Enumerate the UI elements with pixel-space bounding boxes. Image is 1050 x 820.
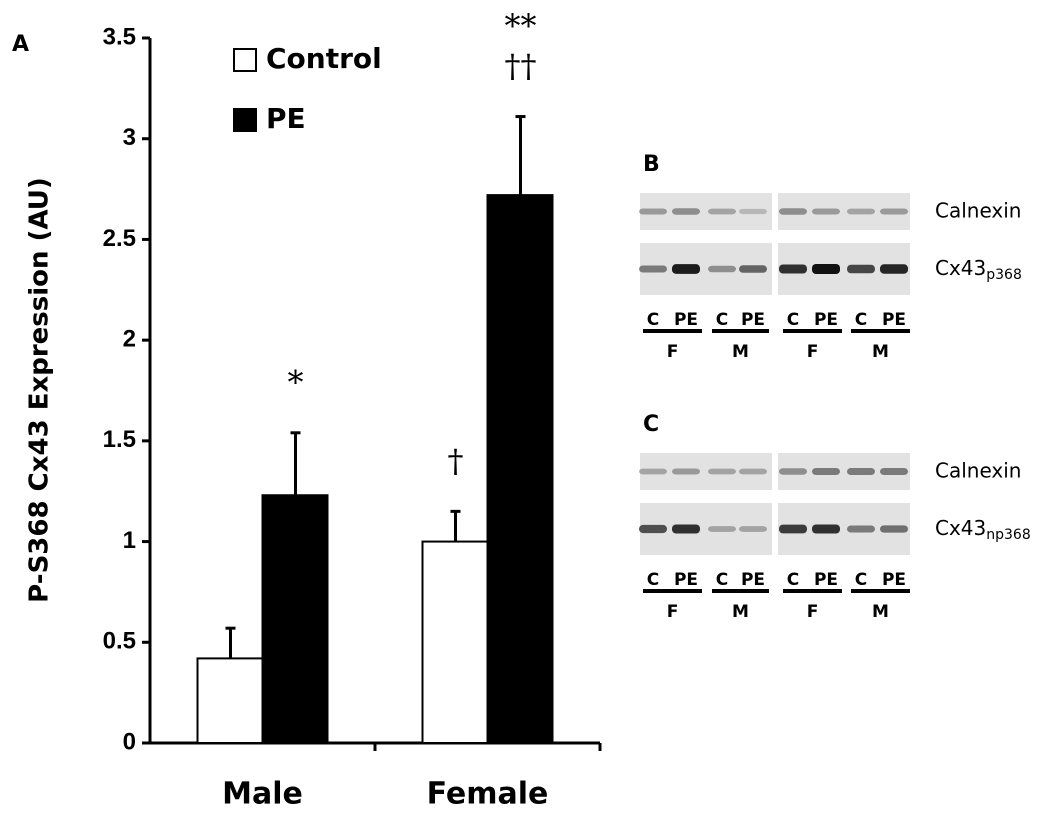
- lane-label: PE: [882, 310, 906, 330]
- significance-mark: *: [288, 363, 304, 401]
- panel-label: B: [643, 152, 660, 177]
- lane-label: C: [855, 570, 867, 590]
- lane-label: PE: [814, 570, 838, 590]
- lane-label: C: [716, 310, 728, 330]
- blot-band: [708, 526, 736, 532]
- blot-strip: [640, 193, 772, 230]
- blot-row-label: Cx43p368: [935, 256, 1022, 284]
- blot-band: [779, 264, 807, 274]
- blot-band: [779, 524, 807, 534]
- blot-row-label: Calnexin: [935, 458, 1021, 482]
- row-subscript: np368: [986, 527, 1030, 543]
- blot-band: [639, 265, 667, 273]
- blot-strip: [778, 193, 910, 230]
- blot-band: [880, 208, 908, 215]
- x-tick-label: Female: [427, 777, 549, 812]
- lane-label: C: [647, 570, 659, 590]
- blot-band: [639, 468, 667, 475]
- significance-mark: **: [505, 7, 537, 45]
- y-tick-label: 1: [123, 527, 136, 554]
- x-tick-label: Male: [222, 777, 303, 812]
- group-label: F: [807, 602, 819, 622]
- bar: [486, 194, 554, 745]
- blot-band: [847, 208, 875, 215]
- blot-band: [708, 265, 736, 273]
- row-name: Calnexin: [935, 458, 1021, 482]
- lane-label: PE: [814, 310, 838, 330]
- y-tick-label: 3: [123, 124, 136, 151]
- y-tick-label: 3.5: [103, 23, 136, 50]
- blot-band: [812, 264, 840, 274]
- group-label: M: [872, 602, 889, 622]
- lane-label: C: [647, 310, 659, 330]
- y-tick-label: 1.5: [103, 426, 136, 453]
- lane-label: C: [855, 310, 867, 330]
- blot-band: [739, 526, 767, 532]
- y-tick-label: 0: [123, 728, 136, 755]
- significance-mark: ††: [505, 47, 537, 85]
- lane-label: PE: [741, 310, 765, 330]
- blot-band: [812, 208, 840, 215]
- blot-band: [639, 524, 667, 534]
- blot-band: [847, 468, 875, 475]
- lane-label: C: [787, 570, 799, 590]
- row-name: Cx43: [935, 256, 986, 280]
- blot-band: [847, 525, 875, 533]
- group-label: F: [667, 602, 679, 622]
- legend-swatch: [233, 108, 257, 132]
- blot-band: [739, 265, 767, 273]
- legend-label: Control: [266, 42, 382, 75]
- blot-row-label: Calnexin: [935, 198, 1021, 222]
- y-tick-label: 0.5: [103, 628, 136, 655]
- group-label: F: [807, 342, 819, 362]
- significance-mark: †: [448, 442, 464, 480]
- lane-label: PE: [674, 570, 698, 590]
- legend-label: PE: [266, 102, 306, 135]
- blot-band: [672, 264, 700, 274]
- panel-label: A: [12, 32, 29, 57]
- blot-band: [739, 208, 767, 215]
- blot-band: [739, 468, 767, 475]
- blot-band: [880, 525, 908, 533]
- group-label: M: [732, 342, 749, 362]
- blot-band: [639, 208, 667, 215]
- lane-label: PE: [741, 570, 765, 590]
- bar: [421, 540, 489, 744]
- row-subscript: p368: [986, 267, 1022, 283]
- group-label: M: [732, 602, 749, 622]
- blot-band: [779, 468, 807, 475]
- blot-band: [880, 468, 908, 475]
- blot-band: [779, 208, 807, 215]
- lane-label: C: [787, 310, 799, 330]
- group-label: M: [872, 342, 889, 362]
- row-name: Calnexin: [935, 198, 1021, 222]
- panel-label: C: [643, 412, 659, 437]
- blot-band: [812, 524, 840, 534]
- blot-strip: [640, 453, 772, 490]
- blot-band: [672, 208, 700, 215]
- legend-swatch: [233, 48, 257, 72]
- blot-band: [672, 468, 700, 475]
- blot-band: [847, 264, 875, 274]
- bar: [196, 657, 264, 745]
- blot-band: [672, 524, 700, 534]
- lane-label: C: [716, 570, 728, 590]
- y-tick-label: 2: [123, 325, 136, 352]
- bar: [261, 494, 329, 744]
- row-name: Cx43: [935, 516, 986, 540]
- blot-row-label: Cx43np368: [935, 516, 1031, 544]
- blot-band: [708, 468, 736, 475]
- y-tick-label: 2.5: [103, 225, 136, 252]
- lane-label: PE: [882, 570, 906, 590]
- blot-band: [812, 468, 840, 475]
- y-axis-label: P-S368 Cx43 Expression (AU): [25, 177, 55, 603]
- blot-band: [880, 264, 908, 274]
- lane-label: PE: [674, 310, 698, 330]
- group-label: F: [667, 342, 679, 362]
- blot-band: [708, 208, 736, 215]
